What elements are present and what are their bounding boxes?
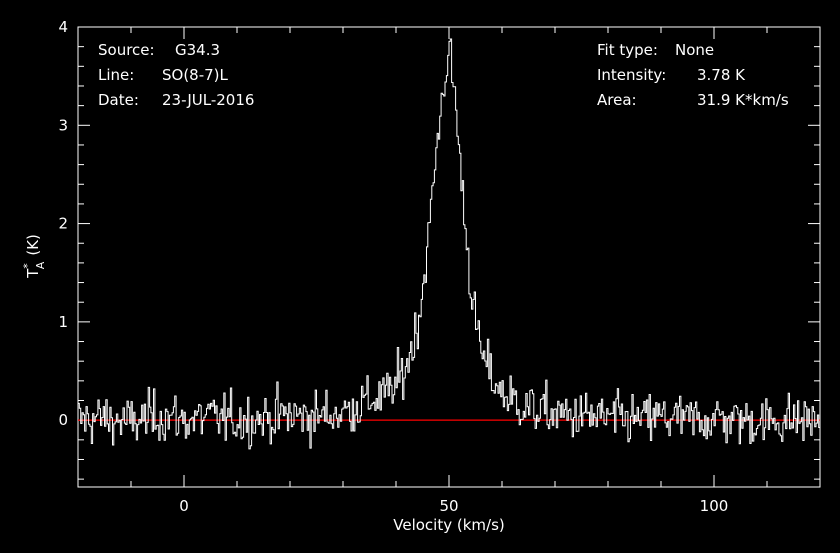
line-label: Line: (98, 66, 134, 84)
y-tick-label: 3 (58, 116, 68, 134)
x-tick-label: 100 (700, 497, 729, 515)
y-tick-label: 2 (58, 215, 68, 233)
area-label: Area: (597, 91, 637, 109)
y-axis-label-main: T (24, 268, 42, 279)
fit-type-value: None (675, 41, 714, 59)
spectrum-line (78, 38, 820, 450)
date-value: 23-JUL-2016 (162, 91, 254, 109)
y-axis-label-sub: A (34, 261, 47, 269)
y-axis-label-sup: * (21, 263, 34, 269)
axis-tick-labels: 0 50 100 0 1 2 3 4 (58, 18, 728, 515)
x-tick-label: 50 (439, 497, 458, 515)
y-axis-label-unit: (K) (24, 234, 42, 256)
y-axis-label: T*A (K) (21, 234, 47, 279)
y-tick-label: 0 (58, 411, 68, 429)
x-axis-label: Velocity (km/s) (393, 516, 504, 534)
area-value: 31.9 K*km/s (697, 91, 789, 109)
source-label: Source: (98, 41, 155, 59)
y-tick-label: 1 (58, 313, 68, 331)
intensity-label: Intensity: (597, 66, 666, 84)
line-value: SO(8-7)L (162, 66, 229, 84)
fit-type-label: Fit type: (597, 41, 658, 59)
y-tick-label: 4 (58, 18, 68, 36)
date-label: Date: (98, 91, 139, 109)
source-value: G34.3 (175, 41, 220, 59)
intensity-value: 3.78 K (697, 66, 746, 84)
svg-text:T*A(K): T*A (K) (21, 234, 47, 279)
x-tick-label: 0 (179, 497, 189, 515)
